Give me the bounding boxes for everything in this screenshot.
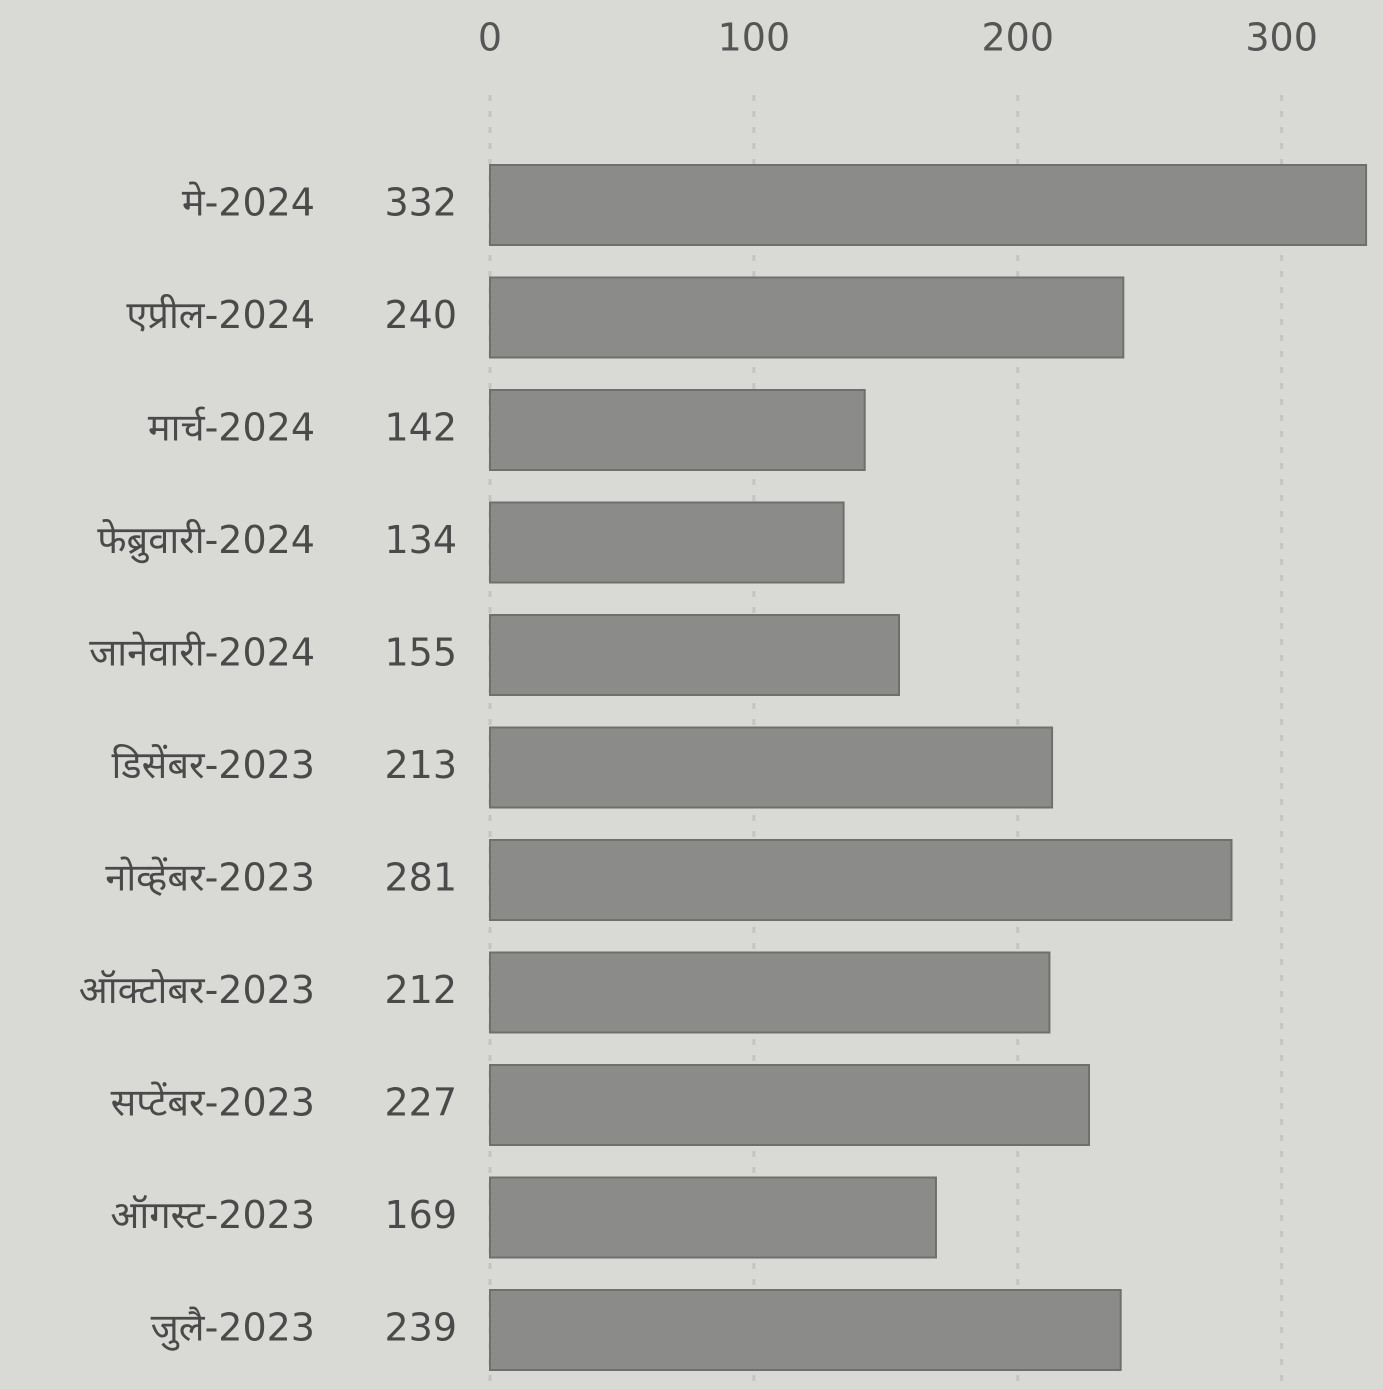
x-tick-label: 200: [981, 16, 1054, 60]
data-label: 332: [384, 181, 457, 225]
y-tick-label: ऑगस्ट-2023: [110, 1193, 315, 1237]
bar: [489, 951, 1051, 1034]
bar: [489, 1176, 937, 1259]
data-label: 213: [384, 743, 457, 787]
data-label: 239: [384, 1306, 457, 1350]
data-label: 169: [384, 1193, 457, 1237]
data-label: 142: [384, 406, 457, 450]
y-tick-label: मार्च-2024: [148, 406, 315, 450]
bar: [489, 839, 1233, 921]
y-tick-label: मे-2024: [182, 181, 315, 225]
x-tick-label: 0: [478, 16, 502, 60]
bar: [489, 389, 866, 471]
bar: [489, 1064, 1091, 1146]
bar: [489, 164, 1368, 246]
y-tick-label: एप्रील-2024: [126, 293, 315, 337]
x-tick-label: 300: [1245, 16, 1318, 60]
bar: [489, 501, 845, 584]
y-tick-label: जुलै-2023: [151, 1306, 315, 1352]
data-label: 155: [384, 631, 457, 675]
data-label: 227: [384, 1081, 457, 1125]
y-tick-label: जानेवारी-2024: [89, 631, 315, 675]
data-label: 134: [384, 518, 457, 562]
y-tick-label: डिसेंबर-2023: [111, 743, 315, 787]
bar: [489, 276, 1125, 359]
data-label: 281: [384, 856, 457, 900]
bar: [489, 614, 901, 696]
x-tick-label: 100: [718, 16, 791, 60]
y-tick-label: नोव्हेंबर-2023: [105, 856, 315, 900]
y-tick-label: फेब्रुवारी-2024: [97, 518, 315, 564]
data-label: 240: [384, 293, 457, 337]
y-tick-label: सप्टेंबर-2023: [111, 1081, 315, 1125]
bar: [489, 726, 1054, 809]
data-label: 212: [384, 968, 457, 1012]
bar: [489, 1289, 1122, 1371]
y-tick-label: ऑक्टोबर-2023: [79, 968, 315, 1012]
